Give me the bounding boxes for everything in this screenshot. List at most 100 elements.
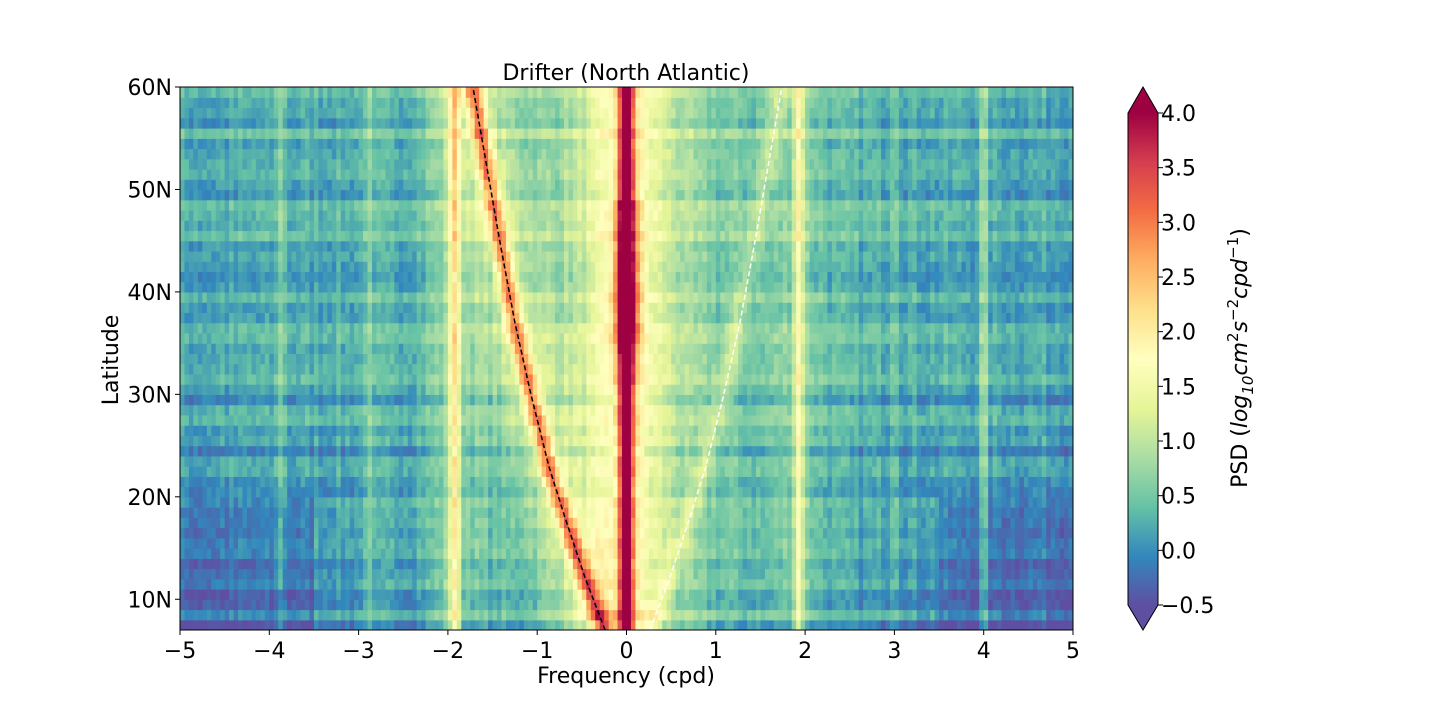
- heatmap-cell: [769, 384, 775, 395]
- heatmap-cell: [380, 466, 386, 477]
- heatmap-cell: [385, 609, 391, 621]
- heatmap-cell: [229, 548, 235, 559]
- heatmap-cell: [528, 476, 534, 488]
- heatmap-cell: [300, 619, 306, 630]
- heatmap-cell: [188, 599, 194, 611]
- heatmap-cell: [653, 455, 659, 467]
- heatmap-cell: [188, 445, 194, 457]
- heatmap-cell: [849, 476, 855, 488]
- heatmap-cell: [666, 527, 672, 539]
- heatmap-cell: [363, 394, 369, 406]
- heatmap-cell: [1010, 455, 1016, 467]
- heatmap-cell: [215, 404, 221, 416]
- heatmap-cell: [805, 435, 811, 447]
- heatmap-cell: [559, 599, 565, 611]
- heatmap-cell: [858, 589, 864, 600]
- heatmap-cell: [595, 486, 601, 498]
- heatmap-cell: [215, 568, 221, 580]
- heatmap-cell: [818, 568, 824, 580]
- heatmap-cell: [881, 568, 887, 580]
- heatmap-cell: [1064, 435, 1070, 447]
- heatmap-cell: [296, 466, 302, 477]
- heatmap-cell: [885, 568, 891, 580]
- heatmap-cell: [742, 619, 748, 630]
- heatmap-cell: [925, 394, 931, 406]
- heatmap-cell: [791, 507, 797, 518]
- heatmap-cell: [318, 507, 324, 518]
- heatmap-cell: [224, 384, 230, 395]
- heatmap-cell: [1019, 373, 1025, 385]
- heatmap-cell: [617, 404, 623, 416]
- heatmap-cell: [840, 394, 846, 406]
- heatmap-cell: [523, 414, 529, 426]
- heatmap-cell: [550, 486, 556, 498]
- heatmap-cell: [599, 568, 605, 580]
- heatmap-cell: [407, 373, 413, 385]
- heatmap-cell: [197, 507, 203, 518]
- heatmap-cell: [492, 558, 498, 570]
- heatmap-cell: [622, 507, 628, 518]
- heatmap-cell: [1068, 537, 1073, 549]
- heatmap-cell: [702, 435, 708, 447]
- heatmap-cell: [702, 619, 708, 630]
- heatmap-cell: [537, 609, 543, 621]
- heatmap-cell: [930, 466, 936, 477]
- heatmap-cell: [202, 486, 208, 498]
- heatmap-cell: [202, 404, 208, 416]
- heatmap-cell: [702, 373, 708, 385]
- heatmap-cell: [559, 578, 565, 590]
- heatmap-cell: [965, 599, 971, 611]
- heatmap-cell: [211, 599, 217, 611]
- heatmap-cell: [934, 599, 940, 611]
- heatmap-cell: [889, 578, 895, 590]
- heatmap-cell: [773, 548, 779, 559]
- heatmap-cell: [849, 394, 855, 406]
- heatmap-cell: [300, 486, 306, 498]
- heatmap-cell: [255, 578, 261, 590]
- heatmap-cell: [778, 425, 784, 436]
- heatmap-cell: [872, 537, 878, 549]
- heatmap-cell: [1010, 486, 1016, 498]
- heatmap-cell: [854, 455, 860, 467]
- heatmap-cell: [751, 414, 757, 426]
- heatmap-cell: [541, 609, 547, 621]
- heatmap-cell: [336, 466, 342, 477]
- heatmap-cell: [1050, 466, 1056, 477]
- heatmap-cell: [814, 373, 820, 385]
- heatmap-cell: [430, 414, 436, 426]
- heatmap-cell: [345, 568, 351, 580]
- heatmap-cell: [626, 517, 632, 529]
- heatmap-cell: [282, 558, 288, 570]
- heatmap-cell: [630, 527, 637, 539]
- heatmap-cell: [559, 414, 565, 426]
- heatmap-cell: [1041, 568, 1047, 580]
- heatmap-cell: [1023, 578, 1029, 590]
- heatmap-cell: [488, 404, 494, 416]
- heatmap-cell: [407, 568, 413, 580]
- heatmap-cell: [528, 435, 534, 447]
- heatmap-cell: [867, 476, 873, 488]
- heatmap-cell: [787, 537, 793, 549]
- heatmap-cell: [635, 496, 641, 508]
- heatmap-cell: [242, 445, 248, 457]
- heatmap-cell: [796, 435, 802, 447]
- heatmap-cell: [657, 476, 663, 488]
- heatmap-cell: [412, 435, 418, 447]
- heatmap-cell: [443, 517, 449, 529]
- heatmap-cell: [845, 373, 851, 385]
- heatmap-cell: [867, 414, 873, 426]
- heatmap-cell: [1028, 425, 1034, 436]
- heatmap-cell: [470, 435, 476, 447]
- heatmap-cell: [278, 527, 284, 539]
- heatmap-cell: [939, 373, 945, 385]
- heatmap-cell: [943, 496, 949, 508]
- heatmap-cell: [943, 435, 949, 447]
- heatmap-cell: [599, 445, 605, 457]
- heatmap-cell: [331, 507, 337, 518]
- heatmap-cell: [287, 373, 293, 385]
- heatmap-cell: [706, 373, 712, 385]
- heatmap-cell: [889, 373, 895, 385]
- heatmap-cell: [483, 578, 489, 590]
- heatmap-cell: [380, 548, 386, 559]
- heatmap-cell: [782, 373, 788, 385]
